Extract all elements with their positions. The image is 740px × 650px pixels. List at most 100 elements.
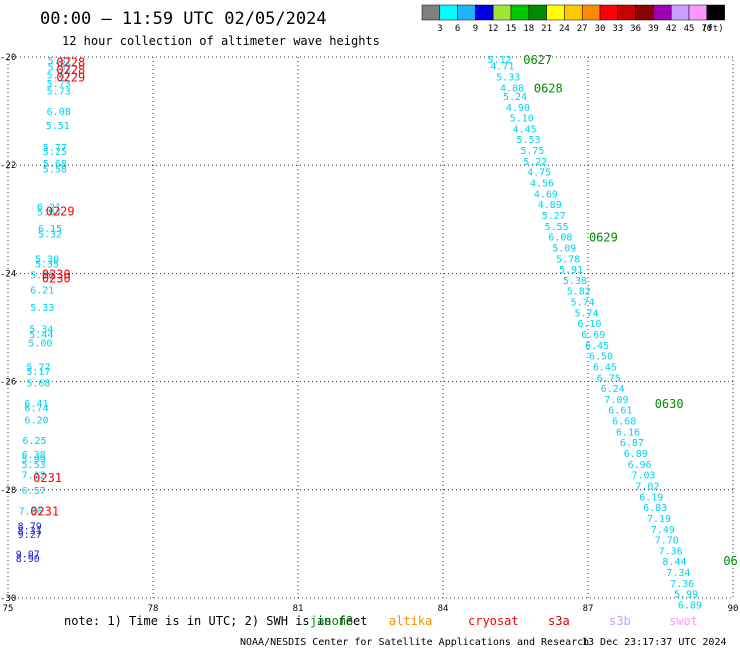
wave-height-value: 6.21 — [30, 286, 54, 297]
color-swatch — [653, 4, 672, 21]
pass-number-label: 0230 — [42, 272, 71, 286]
wave-height-value: 5.00 — [28, 339, 52, 350]
wave-height-value: 6.38 — [22, 450, 46, 461]
color-scale-label: 6 — [455, 24, 460, 34]
wave-height-value: 5.58 — [43, 164, 67, 175]
wave-height-value: 5.32 — [38, 229, 62, 240]
color-swatch — [581, 4, 601, 21]
color-swatch — [528, 4, 547, 21]
color-scale-label: 3 — [437, 24, 442, 34]
color-scale-label: 21 — [541, 24, 552, 34]
color-scale-legend: 3 6 9 12 15 18 21 24 27 30 33 36 39 42 45 70(ft) — [421, 4, 725, 34]
wave-height-value: 5.76 — [30, 270, 54, 281]
wave-height-value: 6.20 — [24, 415, 48, 426]
color-swatch — [688, 4, 708, 21]
color-scale-label: 45 — [684, 24, 695, 34]
pass-number-label: 0231 — [30, 504, 59, 518]
credit-text: NOAA/NESDIS Center for Satellite Applica… — [240, 637, 589, 648]
wave-height-value: 5.30 — [35, 254, 59, 265]
grid-lines — [8, 57, 733, 598]
wave-height-value: 4.88 — [500, 83, 524, 94]
wave-height-value: 6.08 — [47, 107, 71, 118]
wave-height-value: 7.09 — [604, 395, 628, 406]
pass-number-label: 0628 — [534, 81, 563, 95]
wave-height-value: 7.03 — [632, 471, 656, 482]
wave-height-value: 6.50 — [589, 352, 613, 363]
wave-height-value: 7.12 — [22, 471, 46, 482]
x-tick-label: 78 — [148, 604, 159, 614]
wave-height-value: 6.45 — [585, 341, 609, 352]
timestamp-text: 13 Dec 23:17:37 UTC 2024 — [582, 637, 727, 648]
wave-height-value: 6.25 — [23, 436, 47, 447]
color-scale-label: 24 — [559, 24, 570, 34]
wave-height-value: 6.69 — [581, 330, 605, 341]
color-scale-label: 27 — [577, 24, 588, 34]
wave-height-value: 5.73 — [47, 87, 71, 98]
pass-number-label: 0228 — [56, 55, 85, 69]
wave-height-value: 9.07 — [16, 550, 40, 561]
wave-height-value: 6.15 — [38, 224, 62, 235]
wave-height-value: 5.35 — [35, 260, 59, 271]
wave-height-value: 5.09 — [552, 243, 576, 254]
wave-height-value: 6.87 — [620, 438, 644, 449]
pass-number-label: 0627 — [523, 53, 552, 67]
plot-frame — [7, 56, 734, 599]
wave-height-value: 6.89 — [624, 449, 648, 460]
color-swatch — [546, 4, 565, 21]
wave-height-value: 4.89 — [538, 200, 562, 211]
wave-height-value: 5.99 — [674, 590, 698, 601]
color-scale-label: 12 — [488, 24, 499, 34]
satellite-legend-s3b: s3b — [609, 614, 631, 628]
pass-number-label: 0231 — [33, 471, 62, 485]
color-swatch — [475, 4, 494, 21]
color-swatch — [635, 4, 654, 21]
wave-height-value: 5.25 — [43, 147, 67, 158]
wave-height-value: 4.71 — [490, 62, 514, 73]
wave-height-value: 5.87 — [48, 56, 72, 67]
wave-height-value: 4.45 — [513, 124, 537, 135]
chart-title: 00:00 — 11:59 UTC 02/05/2024 — [40, 9, 327, 29]
wave-height-value: 4.90 — [506, 103, 530, 114]
satellite-legend: jason3 altika cryosat s3a s3b swot — [310, 614, 698, 628]
wave-height-value: 7.02 — [635, 481, 659, 492]
wave-height-value: 6.96 — [628, 460, 652, 471]
color-swatch — [564, 4, 583, 21]
color-scale-label: 36 — [630, 24, 641, 34]
wave-height-value: 6.61 — [608, 406, 632, 417]
color-scale-label: 30 — [595, 24, 606, 34]
wave-height-value: 5.10 — [510, 114, 534, 125]
color-swatch — [510, 4, 530, 21]
wave-height-value: 6.89 — [678, 600, 702, 611]
wave-height-value: 5.68 — [43, 159, 67, 170]
pass-number-label: 0229 — [56, 70, 85, 84]
wave-height-value: 4.75 — [527, 168, 551, 179]
wave-height-value: 5.22 — [523, 157, 547, 168]
wave-height-value: 7.36 — [670, 579, 694, 590]
wave-height-value: 6.57 — [22, 486, 46, 497]
satellite-legend-swot: swot — [669, 614, 698, 628]
wave-height-value: 8.44 — [662, 557, 686, 568]
wave-height-value: 5.78 — [556, 254, 580, 265]
wave-height-value: 5.74 — [571, 298, 595, 309]
wave-height-value: 7.34 — [666, 568, 690, 579]
pass-labels: 0228022802290229023002300231023106270628… — [30, 53, 738, 568]
color-scale-label: 18 — [523, 24, 534, 34]
wave-height-value: 5.27 — [542, 211, 566, 222]
wave-height-value: 6.83 — [643, 503, 667, 514]
wave-height-value: 5.38 — [563, 276, 587, 287]
footer-note: note: 1) Time is in UTC; 2) SWH is in fe… — [64, 614, 367, 628]
wave-height-value: 7.19 — [647, 514, 671, 525]
color-scale-unit: (ft) — [702, 24, 724, 34]
y-tick-label: -20 — [0, 53, 16, 63]
color-scale-label: 33 — [612, 24, 623, 34]
y-tick-label: -30 — [0, 594, 16, 604]
wave-height-value: 7.86 — [19, 506, 43, 517]
wave-height-value: 4.69 — [534, 189, 558, 200]
x-tick-label: 75 — [3, 604, 14, 614]
y-tick-label: -22 — [0, 161, 16, 171]
axes: 75 78 81 84 87 90 -20 -22 -24 -26 -28 -30 — [0, 53, 738, 614]
wave-height-value: 6.24 — [601, 384, 625, 395]
wave-height-value: 8.90 — [16, 554, 40, 565]
wave-height-value: 5.51 — [46, 121, 70, 132]
